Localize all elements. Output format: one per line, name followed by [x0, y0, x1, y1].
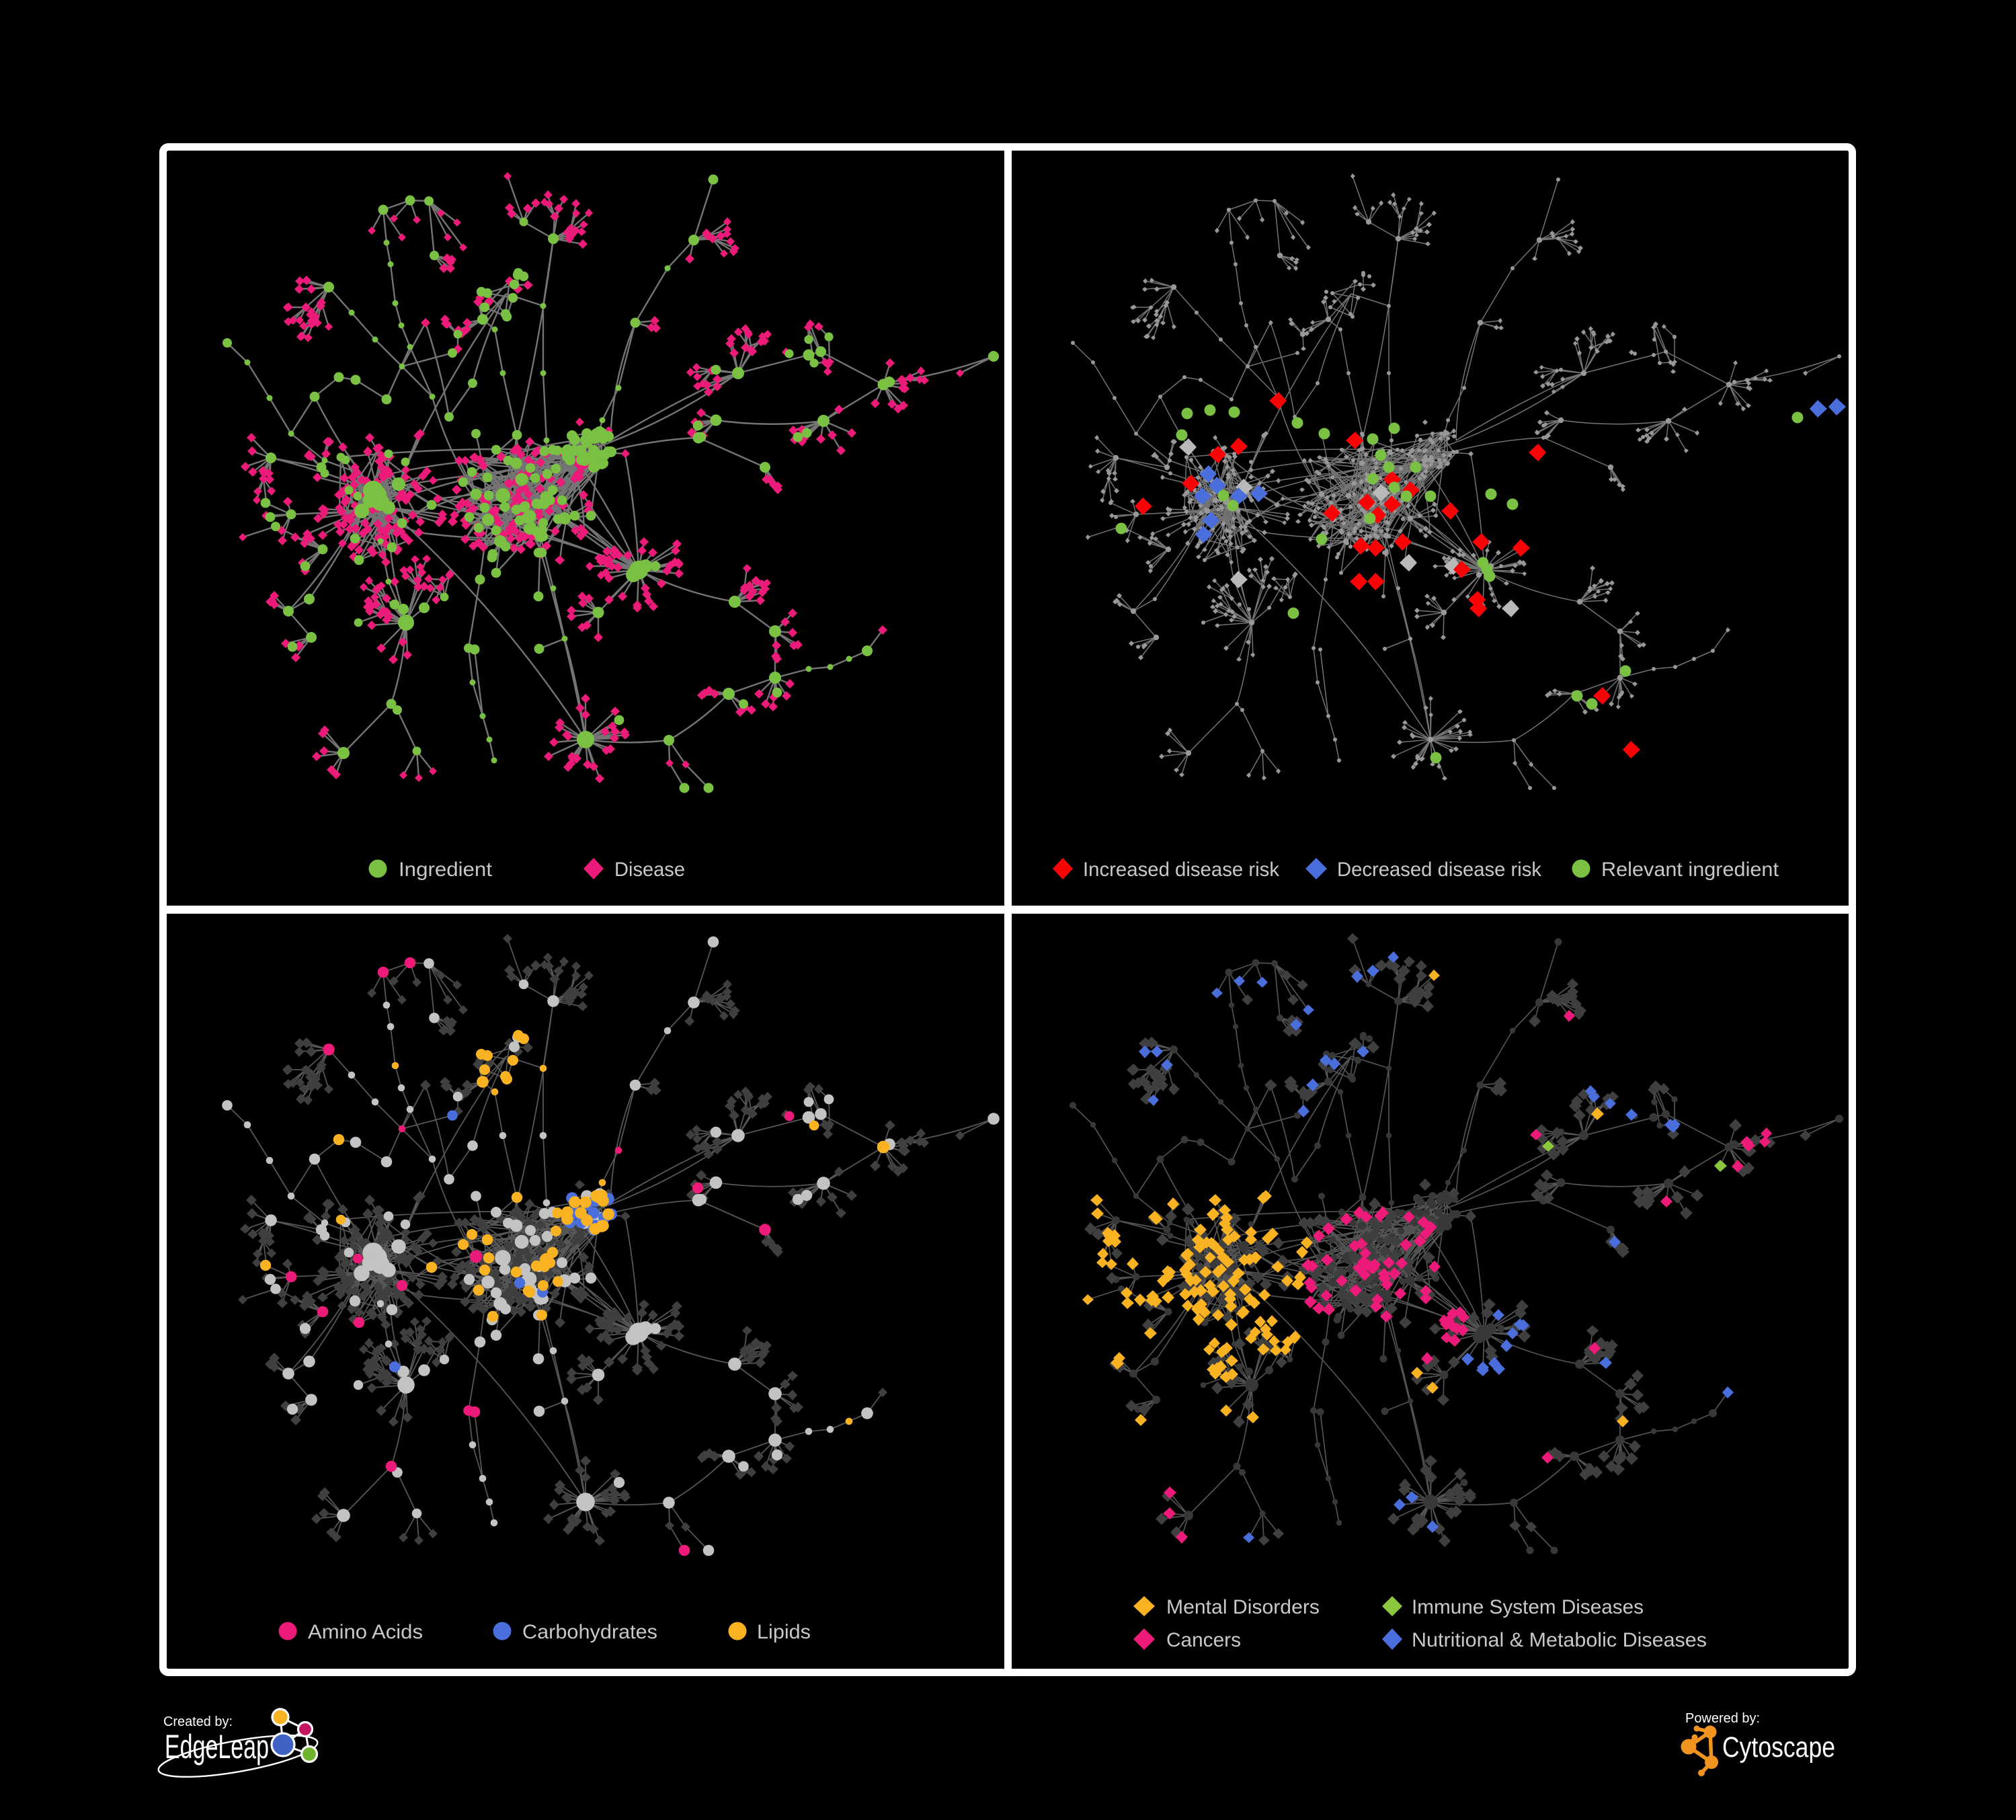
- svg-text:Decreased disease risk: Decreased disease risk: [1337, 859, 1542, 881]
- svg-text:Cancers: Cancers: [1166, 1629, 1241, 1651]
- svg-text:Disease: Disease: [614, 859, 685, 881]
- svg-text:Carbohydrates: Carbohydrates: [522, 1621, 657, 1643]
- svg-text:Mental Disorders: Mental Disorders: [1166, 1596, 1320, 1618]
- svg-text:Relevant ingredient: Relevant ingredient: [1601, 859, 1779, 881]
- svg-text:Created by:: Created by:: [163, 1714, 233, 1729]
- svg-text:Cytoscape: Cytoscape: [1722, 1731, 1835, 1764]
- svg-text:Amino Acids: Amino Acids: [308, 1621, 423, 1643]
- svg-text:Nutritional & Metabolic Diseas: Nutritional & Metabolic Diseases: [1412, 1629, 1707, 1651]
- svg-text:Ingredient: Ingredient: [399, 859, 493, 881]
- svg-text:Increased disease risk: Increased disease risk: [1083, 859, 1280, 881]
- svg-text:EdgeLeap: EdgeLeap: [165, 1728, 269, 1766]
- svg-text:Immune System Diseases: Immune System Diseases: [1412, 1596, 1644, 1618]
- svg-text:Powered by:: Powered by:: [1685, 1711, 1760, 1726]
- svg-text:Lipids: Lipids: [757, 1621, 811, 1643]
